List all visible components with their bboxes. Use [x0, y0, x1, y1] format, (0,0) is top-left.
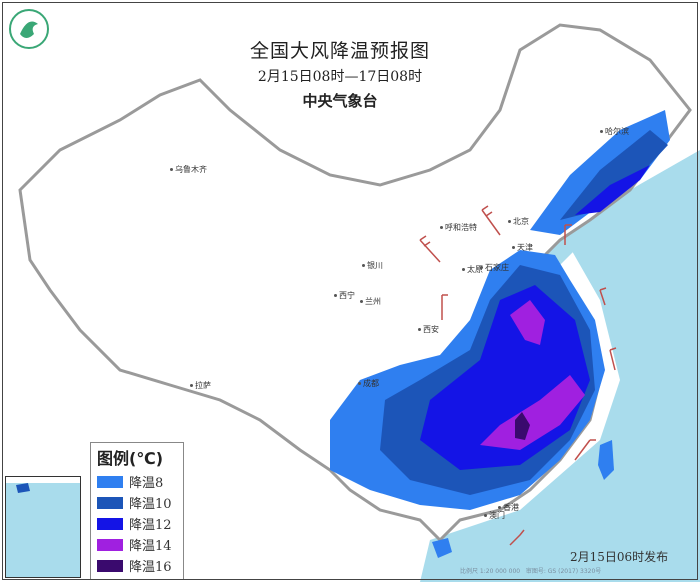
city-label: 香港 — [498, 502, 519, 513]
legend-title: 图例(℃) — [97, 449, 164, 468]
review-number: 审图号: GS (2017) 3320号 — [525, 568, 602, 575]
city-label: 石家庄 — [480, 262, 509, 273]
legend-item: 降温8 — [97, 471, 183, 492]
forecast-period: 2月15日08时—17日08时 — [257, 69, 423, 85]
zone-cooling-16 — [515, 412, 530, 440]
legend-swatch — [97, 475, 123, 488]
scale: 比例尺 1:20 000 000 — [460, 568, 521, 575]
city-label: 成都 — [358, 378, 379, 389]
ocean — [420, 150, 700, 582]
city-label: 西宁 — [334, 290, 355, 301]
taiwan — [598, 440, 614, 480]
legend-swatch — [97, 538, 123, 551]
legend-item: 降温14 — [97, 534, 183, 555]
legend-item: 降温10 — [97, 492, 183, 513]
city-label: 拉萨 — [190, 380, 211, 391]
city-label: 澳门 — [484, 510, 505, 521]
map-title: 全国大风降温预报图 — [249, 40, 430, 62]
legend-item: 降温12 — [97, 513, 183, 534]
map-footer: 比例尺 1:20 000 000 审图号: GS (2017) 3320号 — [460, 566, 601, 575]
legend-label: 降温10 — [129, 497, 172, 512]
issuer: 中央气象台 — [302, 92, 378, 110]
cma-logo — [8, 8, 50, 50]
legend-swatch — [97, 496, 123, 509]
legend-label: 降温8 — [129, 476, 164, 491]
zone-cooling-12-ne — [575, 165, 650, 215]
publish-time: 2月15日06时发布 — [570, 550, 669, 564]
legend-label: 降温12 — [129, 518, 172, 533]
city-label: 银川 — [362, 260, 383, 271]
legend: 图例(℃) 降温8 降温10 降温12 降温14 降温16 — [90, 442, 184, 580]
city-label: 哈尔滨 — [600, 126, 629, 137]
legend-label: 降温16 — [129, 560, 172, 575]
legend-swatch — [97, 559, 123, 572]
zone-cooling-10-ne — [560, 130, 668, 220]
city-label: 天津 — [512, 242, 533, 253]
city-label: 西安 — [418, 324, 439, 335]
city-label: 乌鲁木齐 — [170, 164, 207, 175]
south-china-sea-inset — [5, 476, 81, 578]
city-label: 北京 — [508, 216, 529, 227]
city-label: 太原 — [462, 264, 483, 275]
legend-swatch — [97, 517, 123, 530]
legend-item: 降温16 — [97, 555, 183, 576]
zone-cooling-14 — [480, 300, 585, 450]
hainan — [432, 538, 452, 558]
wind-barbs — [419, 205, 617, 546]
city-label: 兰州 — [360, 296, 381, 307]
legend-label: 降温14 — [129, 539, 172, 554]
city-label: 呼和浩特 — [440, 222, 477, 233]
